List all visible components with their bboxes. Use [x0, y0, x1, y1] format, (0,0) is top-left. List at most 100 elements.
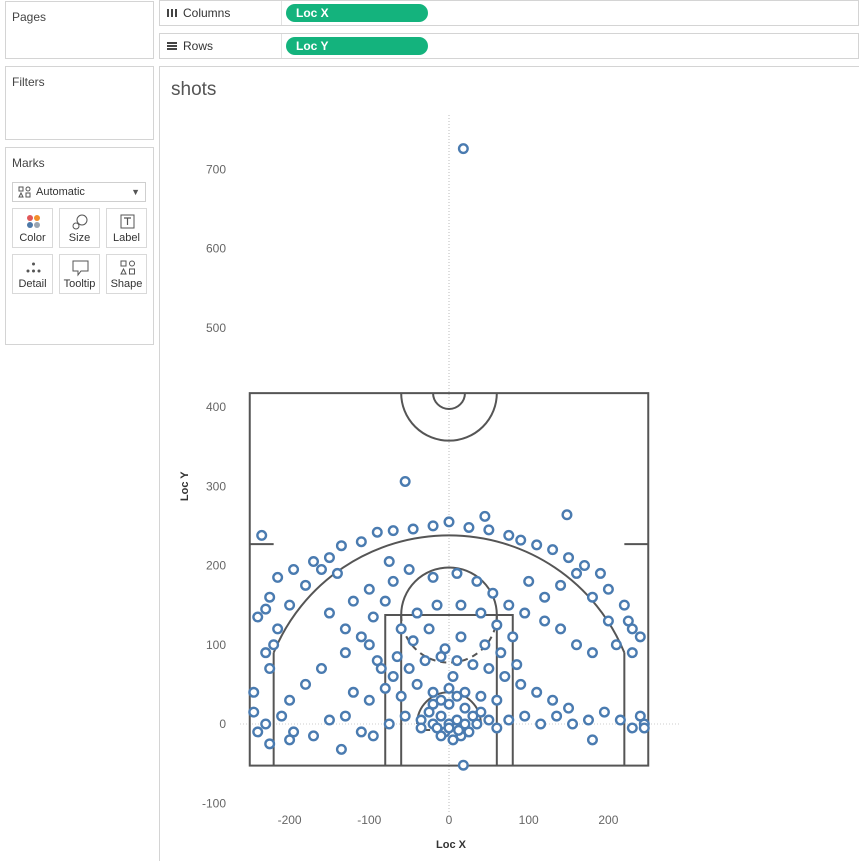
shot-point — [491, 619, 503, 631]
shot-point — [387, 525, 399, 537]
shot-point — [323, 714, 335, 726]
shot-point — [626, 647, 638, 659]
loc-y-pill[interactable]: Loc Y — [286, 37, 428, 55]
rows-drop-zone[interactable]: Loc Y — [281, 34, 858, 58]
paint-inner — [400, 615, 498, 766]
shot-point — [451, 655, 463, 667]
shot-point — [252, 611, 264, 623]
shot-point — [391, 651, 403, 663]
shot-point — [523, 575, 535, 587]
shot-point — [284, 694, 296, 706]
pages-title: Pages — [12, 10, 47, 24]
shot-point — [463, 726, 475, 738]
shot-point — [339, 647, 351, 659]
x-axis-title: Loc X — [436, 839, 467, 851]
tooltip-icon — [72, 260, 89, 277]
shot-point — [626, 623, 638, 635]
shot-point — [634, 631, 646, 643]
shot-point — [363, 639, 375, 651]
color-label: Color — [19, 232, 46, 244]
shot-point — [491, 694, 503, 706]
detail-icon — [26, 262, 41, 273]
shot-point — [475, 690, 487, 702]
shot-point — [403, 663, 415, 675]
pages-card[interactable]: Pages — [5, 1, 154, 59]
shape-label: Shape — [110, 278, 143, 290]
mark-type-value: Automatic — [36, 186, 85, 198]
shot-point — [539, 591, 551, 603]
x-tick-label: 100 — [519, 813, 539, 827]
y-tick-label: 700 — [206, 162, 226, 176]
shot-point — [483, 714, 495, 726]
shot-point — [272, 623, 284, 635]
shot-point — [503, 529, 515, 541]
shot-point — [483, 663, 495, 675]
shot-point — [387, 670, 399, 682]
shot-point — [260, 647, 272, 659]
label-button[interactable]: Label — [106, 208, 147, 248]
shot-point — [471, 718, 483, 730]
chevron-down-icon: ▼ — [131, 187, 140, 197]
sheet-title: shots — [171, 79, 217, 100]
shot-point — [561, 509, 573, 521]
size-button[interactable]: Size — [59, 208, 100, 248]
columns-icon — [167, 9, 177, 17]
shot-point — [395, 690, 407, 702]
color-button[interactable]: Color — [12, 208, 53, 248]
three-point-arc — [272, 534, 626, 654]
label-label: Label — [113, 232, 140, 244]
detail-button[interactable]: Detail — [12, 254, 53, 294]
shot-point — [443, 722, 455, 734]
center-circle-outer — [400, 393, 498, 442]
shot-point — [463, 521, 475, 533]
shot-point — [363, 694, 375, 706]
shot-point — [435, 730, 447, 742]
shot-point — [638, 722, 650, 734]
shape-button[interactable]: Shape — [106, 254, 147, 294]
shot-point — [248, 706, 260, 718]
tooltip-button[interactable]: Tooltip — [59, 254, 100, 294]
y-tick-label: 600 — [206, 242, 226, 256]
shot-point — [383, 718, 395, 730]
shot-point — [586, 734, 598, 746]
shot-point — [451, 690, 463, 702]
shot-point — [519, 710, 531, 722]
columns-label: Columns — [183, 6, 231, 20]
shot-point — [563, 702, 575, 714]
columns-drop-zone[interactable]: Loc X — [281, 1, 858, 25]
shot-point — [453, 724, 465, 736]
shot-point — [379, 682, 391, 694]
shot-point — [586, 647, 598, 659]
shot-point — [626, 722, 638, 734]
shot-point — [308, 730, 320, 742]
automatic-icon — [18, 186, 31, 198]
shot-point — [455, 631, 467, 643]
shot-point — [256, 529, 268, 541]
shot-point — [535, 718, 547, 730]
shot-point — [567, 718, 579, 730]
loc-x-pill[interactable]: Loc X — [286, 4, 428, 22]
filters-card[interactable]: Filters — [5, 66, 154, 140]
shot-point — [431, 599, 443, 611]
shot-point — [610, 639, 622, 651]
shot-point — [347, 595, 359, 607]
shot-point — [363, 583, 375, 595]
color-icon — [27, 215, 40, 228]
size-label: Size — [68, 232, 91, 244]
shot-point — [435, 710, 447, 722]
viz-area: shots -100 0 100 200 300 400 500 600 700 -200 -100… — [159, 66, 859, 861]
shot-point — [347, 686, 359, 698]
shot-point — [300, 579, 312, 591]
data-points — [248, 143, 650, 771]
mark-type-dropdown[interactable]: Automatic ▼ — [12, 182, 146, 202]
x-tick-label: -100 — [357, 813, 381, 827]
y-tick-label: 300 — [206, 479, 226, 493]
y-axis-title: Loc Y — [179, 471, 191, 501]
shot-point — [407, 523, 419, 535]
shot-point — [547, 544, 559, 556]
shot-point — [407, 635, 419, 647]
shot-point — [264, 738, 276, 750]
shot-point — [443, 516, 455, 528]
scatter-chart[interactable]: -100 0 100 200 300 400 500 600 700 -200 -100 0 100 20… — [160, 67, 858, 860]
shot-point — [395, 623, 407, 635]
